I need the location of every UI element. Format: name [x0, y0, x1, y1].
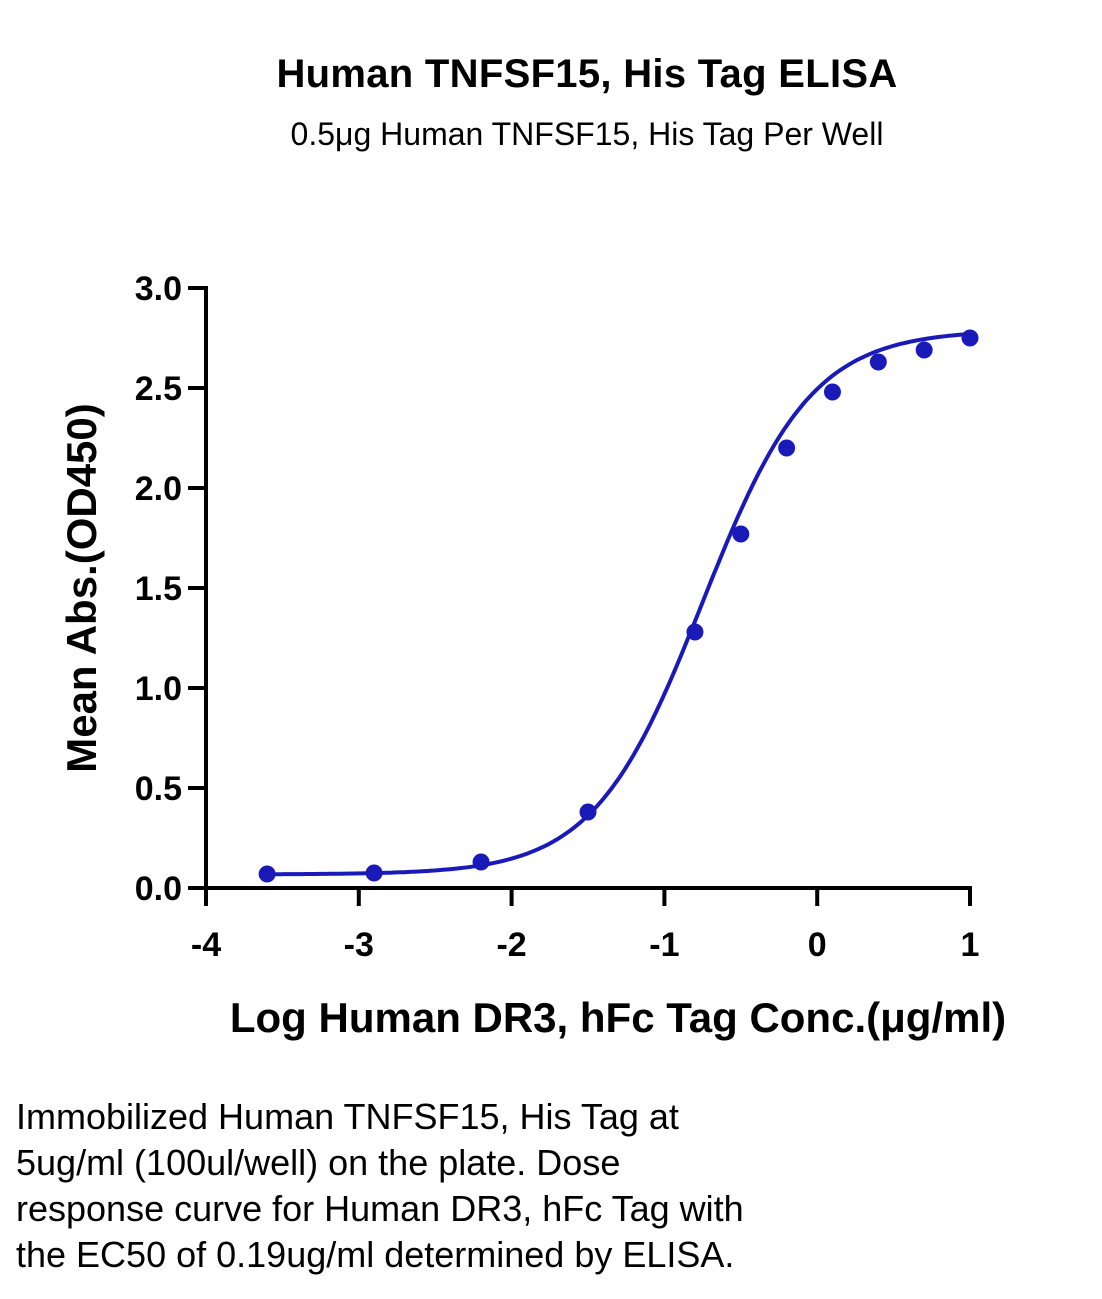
data-point — [915, 341, 933, 359]
y-tick-label: 0.5 — [135, 770, 182, 808]
caption-line: the EC50 of 0.19ug/ml determined by ELIS… — [16, 1234, 735, 1275]
x-axis-title: Log Human DR3, hFc Tag Conc.(μg/ml) — [230, 994, 1006, 1041]
y-tick-label: 1.0 — [135, 670, 182, 708]
y-tick-label: 2.0 — [135, 470, 182, 508]
data-point — [365, 864, 383, 882]
y-tick-label: 2.5 — [135, 370, 182, 408]
caption-line: 5ug/ml (100ul/well) on the plate. Dose — [16, 1142, 621, 1183]
elisa-dose-response-chart: 0.0 0.5 1.0 1.5 2.0 2.5 3.0 -4 -3 -2 -1 0 1 Log Human… — [58, 270, 1006, 1041]
caption-line: response curve for Human DR3, hFc Tag wi… — [16, 1188, 744, 1229]
data-point — [961, 329, 979, 347]
caption-line: Immobilized Human TNFSF15, His Tag at — [16, 1096, 679, 1137]
x-tick-label: -3 — [344, 926, 374, 964]
chart-subtitle: 0.5μg Human TNFSF15, His Tag Per Well — [290, 116, 884, 152]
data-point — [472, 853, 490, 871]
x-tick-label: -1 — [649, 926, 679, 964]
y-tick-label: 0.0 — [135, 870, 182, 908]
x-tick-label: 1 — [961, 926, 980, 964]
data-point — [778, 439, 796, 457]
x-tick-label: -4 — [191, 926, 221, 964]
data-point — [686, 623, 704, 641]
data-point — [258, 865, 276, 883]
figure-caption: Immobilized Human TNFSF15, His Tag at 5u… — [16, 1094, 1076, 1278]
y-tick-label: 1.5 — [135, 570, 182, 608]
data-point — [869, 353, 887, 371]
data-point — [732, 525, 750, 543]
data-point — [579, 803, 597, 821]
y-axis-title: Mean Abs.(OD450) — [58, 403, 105, 773]
data-point — [823, 383, 841, 401]
x-tick-label: 0 — [808, 926, 827, 964]
x-tick-label: -2 — [496, 926, 526, 964]
y-tick-label: 3.0 — [135, 270, 182, 308]
fit-curve — [267, 332, 971, 877]
chart-title: Human TNFSF15, His Tag ELISA — [276, 52, 898, 96]
